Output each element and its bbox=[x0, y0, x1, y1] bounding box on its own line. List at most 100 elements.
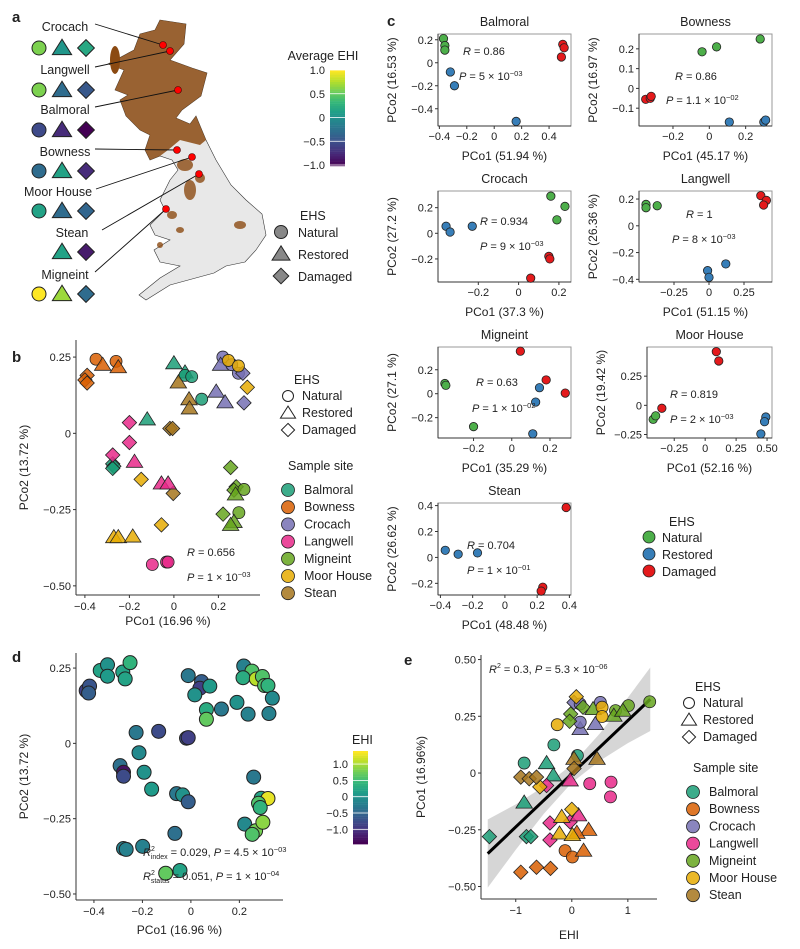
leader-line bbox=[101, 173, 200, 231]
colorbar-segment bbox=[353, 802, 368, 805]
site-location-dot bbox=[173, 146, 181, 154]
data-point-langwell bbox=[145, 558, 159, 571]
site-label: Stean bbox=[56, 226, 89, 240]
r-statistic-annotation: R = 0.86 bbox=[675, 71, 717, 83]
data-point-langwell bbox=[561, 772, 580, 787]
colorbar-segment bbox=[353, 816, 368, 819]
x-tick-label: −0.25 bbox=[660, 443, 688, 455]
y-axis-label: PCo2 (16.97 %) bbox=[586, 37, 600, 122]
data-point-migneint bbox=[221, 516, 240, 531]
data-point-migneint bbox=[232, 506, 246, 520]
peatland-area bbox=[157, 242, 163, 248]
subplot-crocach: −0.2 0 0.2 0.2 0 −0.2 PCo1 (37.3 %) PCo2 (27.2 … bbox=[385, 172, 572, 319]
plot-title: Langwell bbox=[681, 172, 730, 186]
x-tick-label: 0.2 bbox=[542, 443, 557, 455]
x-tick-label: 0.25 bbox=[725, 443, 746, 455]
legend-site-swatch bbox=[281, 483, 295, 497]
legend-site-swatch bbox=[686, 888, 700, 903]
ehi-diamond-icon bbox=[76, 284, 96, 304]
x-tick-label: 0.2 bbox=[551, 287, 566, 299]
colorbar-segment bbox=[353, 771, 368, 775]
data-point-restored bbox=[445, 227, 455, 237]
colorbar-segment bbox=[353, 767, 368, 770]
y-tick-label: −0.25 bbox=[43, 505, 71, 517]
data-point-ehi bbox=[116, 768, 132, 784]
x-tick-label: −0.4 bbox=[83, 906, 105, 918]
x-axis-label: PCo1 (37.3 %) bbox=[465, 305, 544, 319]
subplot-balmoral: −0.4 −0.2 0 0.2 0.4 0.2 0 −0.2 −0.4 PCo1 (51.94 %… bbox=[385, 15, 572, 163]
data-point-restored bbox=[724, 117, 734, 127]
r-statistic-annotation: R = 0.86 bbox=[463, 46, 505, 58]
x-tick-label: 0 bbox=[706, 287, 712, 299]
colorbar-segment bbox=[353, 757, 368, 761]
x-tick-label: 0 bbox=[569, 905, 575, 917]
y-tick-label: −0.50 bbox=[448, 882, 476, 894]
legend-title: EHS bbox=[300, 209, 326, 223]
site-location-dot bbox=[195, 170, 203, 178]
legend-title: EHS bbox=[294, 373, 320, 387]
legend-label-damaged: Damaged bbox=[703, 730, 757, 744]
data-point-damaged bbox=[515, 346, 525, 356]
peatland-area bbox=[177, 159, 193, 171]
x-axis-label: EHI bbox=[559, 928, 579, 942]
panel-label-a: a bbox=[12, 9, 21, 26]
x-tick-label: 0.25 bbox=[733, 287, 754, 299]
r-statistic-annotation: R = 1 bbox=[686, 209, 713, 221]
data-point-ehi bbox=[255, 814, 271, 830]
plot-title: Stean bbox=[488, 484, 521, 498]
legend-label-site: Langwell bbox=[709, 837, 758, 851]
colorbar-segment bbox=[330, 108, 345, 111]
colorbar-segment bbox=[330, 130, 345, 133]
y-tick-label: 0.25 bbox=[50, 663, 71, 675]
leader-line bbox=[94, 148, 178, 151]
data-point-bowness bbox=[579, 821, 598, 836]
legend-label-site: Stean bbox=[709, 888, 742, 902]
data-point-ehi bbox=[252, 800, 268, 816]
colorbar-segment bbox=[330, 132, 345, 135]
r-statistic-annotation: R = 0.819 bbox=[670, 389, 718, 401]
data-point-moor-house bbox=[568, 688, 585, 705]
ehi-triangle-icon bbox=[51, 120, 73, 138]
legend-site-swatch bbox=[281, 586, 295, 601]
legend-label: Natural bbox=[662, 531, 702, 545]
data-point-ehi bbox=[117, 671, 133, 687]
peatland-area bbox=[234, 221, 246, 229]
x-tick-label: −0.2 bbox=[456, 131, 478, 143]
y-tick-label: 0 bbox=[65, 738, 71, 750]
data-point-ehi bbox=[144, 781, 160, 797]
colorbar-segment bbox=[353, 818, 368, 822]
subplot-stean: −0.4 −0.2 0 0.2 0.4 0.4 0.2 0 −0.2 PCo1 (48.48 %)… bbox=[385, 484, 577, 632]
colorbar-segment bbox=[353, 769, 368, 773]
legend-title: EHS bbox=[695, 680, 721, 694]
data-point-moor-house bbox=[222, 354, 235, 367]
p-value-annotation: P = 1.1 × 10−02 bbox=[666, 93, 739, 107]
site-marker-langwell: Langwell bbox=[31, 47, 174, 100]
legend-label-natural: Natural bbox=[302, 389, 342, 403]
legend-triangle-icon bbox=[279, 405, 297, 419]
data-point-balmoral bbox=[544, 767, 563, 782]
y-tick-label: −0.2 bbox=[411, 578, 433, 590]
ehi-diamond-icon bbox=[76, 120, 96, 140]
data-point-damaged bbox=[559, 43, 569, 53]
y-axis-label: PCo2 (26.36 %) bbox=[586, 194, 600, 279]
ehi-circle-icon bbox=[31, 286, 47, 302]
y-tick-label: −0.2 bbox=[411, 81, 433, 93]
y-tick-label: 0 bbox=[427, 58, 433, 70]
data-point-restored bbox=[440, 545, 450, 555]
data-point-restored bbox=[759, 417, 770, 427]
colorbar-segment bbox=[330, 120, 345, 123]
colorbar-segment bbox=[353, 790, 368, 794]
r2-status-annotation: R2 status = 0.051, P = 1 × 10−04 bbox=[143, 869, 279, 885]
site-label: Balmoral bbox=[40, 103, 89, 117]
data-point-natural bbox=[560, 201, 570, 211]
y-tick-label: 0.2 bbox=[418, 35, 433, 47]
legend-label-damaged: Damaged bbox=[302, 423, 356, 437]
y-tick-label: 0.2 bbox=[619, 194, 634, 206]
ehi-circle-icon bbox=[31, 82, 47, 98]
x-axis-label: PCo1 (51.15 %) bbox=[663, 305, 748, 319]
y-tick-label: 0.2 bbox=[418, 203, 433, 215]
colorbar-title: Average EHI bbox=[288, 49, 359, 63]
colorbar-segment bbox=[330, 154, 345, 157]
data-point-moor-house bbox=[239, 379, 256, 396]
data-point-damaged bbox=[714, 356, 724, 366]
